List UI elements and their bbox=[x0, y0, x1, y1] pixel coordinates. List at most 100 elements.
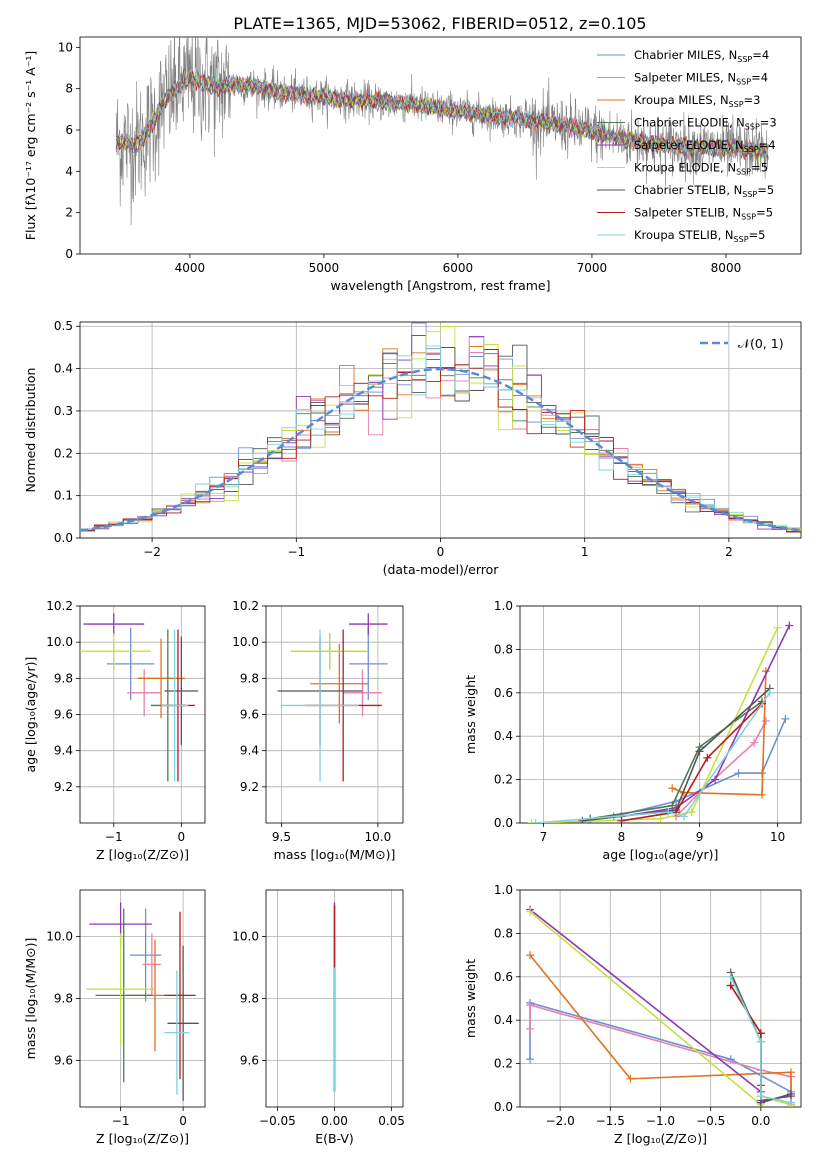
legend-value: =5 bbox=[749, 228, 766, 242]
y-tick-label: 0.0 bbox=[54, 531, 73, 545]
x-tick-label: −1 bbox=[287, 545, 305, 559]
plot-area bbox=[527, 621, 794, 823]
x-tick-label: 8 bbox=[618, 830, 626, 844]
x-tick-label: 10 bbox=[770, 830, 785, 844]
x-axis-label: E(B-V) bbox=[315, 1131, 354, 1146]
x-tick-label: 0 bbox=[179, 1114, 187, 1128]
legend-text: Kroupa MILES, N bbox=[634, 93, 729, 107]
x-axis-label: Z [log₁₀(Z/Z⊙)] bbox=[614, 1131, 707, 1146]
axes-frame bbox=[79, 605, 206, 824]
age-vs-metallicity-panel: −1 0 9.2 9.4 9.6 9.8 10.0 10.2 Z [log₁₀(Z/Z⊙)] ag… bbox=[23, 599, 206, 862]
weight-vs-age-panel: 7 8 9 10 0.0 0.2 0.4 0.6 0.8 1.0 age [log₁₀(age/yr… bbox=[463, 599, 802, 862]
y-axis-label: mass weight bbox=[463, 959, 478, 1038]
weight-marker bbox=[656, 814, 665, 823]
x-tick-label: −0.05 bbox=[259, 1114, 296, 1128]
residual-histogram-panel: −2 −1 0 1 2 0.0 0.1 0.2 0.3 0.4 0.5 (data-model)/er… bbox=[23, 319, 802, 577]
legend-subscript: SSP bbox=[737, 55, 752, 64]
x-axis-label: (data-model)/error bbox=[383, 562, 500, 577]
weight-marker bbox=[679, 812, 688, 821]
weight-series-line bbox=[730, 985, 762, 1103]
y-tick-label: 0.6 bbox=[494, 686, 513, 700]
weight-marker bbox=[664, 808, 673, 817]
weight-marker bbox=[626, 1074, 635, 1083]
legend-text: Chabrier MILES, N bbox=[634, 48, 737, 62]
legend-label: Kroupa STELIB, NSSP=5 bbox=[634, 228, 765, 244]
y-tick-label: 9.8 bbox=[54, 671, 73, 685]
legend-label: Salpeter ELODIE, NSSP=4 bbox=[634, 138, 776, 154]
y-tick-label: 10.2 bbox=[232, 599, 259, 613]
y-tick-label: 10.0 bbox=[46, 930, 73, 944]
weight-marker bbox=[668, 784, 677, 793]
x-axis-label: mass [log₁₀(M/M⊙)] bbox=[274, 847, 396, 862]
y-tick-label: 9.6 bbox=[54, 708, 73, 722]
weight-marker bbox=[526, 1055, 535, 1064]
x-tick-label: −1.5 bbox=[596, 1114, 625, 1128]
y-tick-label: 0.8 bbox=[494, 642, 513, 656]
x-tick-label: 0.0 bbox=[751, 1114, 770, 1128]
gaussian-reference-curve bbox=[80, 367, 801, 532]
y-tick-label: 0.3 bbox=[54, 404, 73, 418]
weight-marker bbox=[756, 1037, 765, 1046]
weight-series-line bbox=[535, 692, 771, 823]
x-axis-label: wavelength [Angstrom, rest frame] bbox=[330, 278, 550, 293]
plot-area bbox=[277, 613, 388, 782]
legend-subscript: SSP bbox=[736, 168, 751, 177]
axes-frame bbox=[79, 36, 802, 255]
x-axis-label: Z [log₁₀(Z/Z⊙)] bbox=[96, 847, 189, 862]
weight-marker bbox=[578, 816, 587, 823]
y-tick-label: 0.5 bbox=[54, 319, 73, 333]
weight-marker bbox=[756, 1029, 765, 1038]
y-tick-label: 0.0 bbox=[494, 816, 513, 830]
y-tick-label: 0.2 bbox=[494, 773, 513, 787]
axes-frame bbox=[519, 605, 802, 824]
y-axis-label: mass [log₁₀(M/M⊙)] bbox=[23, 938, 38, 1060]
weight-marker bbox=[786, 1098, 795, 1107]
figure-title: PLATE=1365, MJD=53062, FIBERID=0512, z=0… bbox=[233, 14, 646, 33]
y-tick-label: 9.4 bbox=[54, 744, 73, 758]
y-tick-label: 0.4 bbox=[494, 729, 513, 743]
weight-marker bbox=[526, 1001, 535, 1010]
spectrum-panel: 4000 5000 6000 7000 8000 0 2 4 6 8 10 wavelength [A… bbox=[23, 36, 802, 293]
y-axis-label: age [log₁₀(age/yr)] bbox=[23, 657, 38, 773]
weight-marker bbox=[703, 753, 712, 762]
y-tick-label: 9.6 bbox=[54, 1054, 73, 1068]
legend-text: Kroupa STELIB, N bbox=[634, 228, 734, 242]
y-tick-label: 9.4 bbox=[240, 744, 259, 758]
weight-marker bbox=[786, 1089, 795, 1098]
y-tick-label: 0.4 bbox=[54, 362, 73, 376]
weight-marker bbox=[786, 1068, 795, 1077]
x-tick-label: 7 bbox=[540, 830, 548, 844]
y-tick-label: 4 bbox=[65, 164, 73, 178]
weight-series-line bbox=[671, 671, 767, 796]
model-spectrum-line bbox=[115, 69, 769, 160]
weight-marker bbox=[726, 981, 735, 990]
y-tick-label: 0.2 bbox=[494, 1057, 513, 1071]
legend-value: =5 bbox=[751, 161, 768, 175]
legend-text: Chabrier ELODIE, N bbox=[634, 116, 745, 130]
weight-series-line bbox=[529, 954, 792, 1105]
x-tick-label: −2.0 bbox=[546, 1114, 575, 1128]
legend-value: =4 bbox=[759, 138, 776, 152]
x-tick-label: 1 bbox=[581, 545, 589, 559]
histogram-series bbox=[80, 336, 801, 531]
y-tick-label: 10.0 bbox=[232, 635, 259, 649]
legend-value: =3 bbox=[760, 116, 777, 130]
x-tick-label: 0 bbox=[437, 545, 445, 559]
x-tick-label: −0.5 bbox=[696, 1114, 725, 1128]
x-axis-label: age [log₁₀(age/yr)] bbox=[603, 847, 719, 862]
model-spectrum-line bbox=[115, 69, 769, 160]
legend-subscript: SSP bbox=[741, 213, 756, 222]
weight-series-line bbox=[675, 720, 767, 818]
y-tick-label: 0.2 bbox=[54, 446, 73, 460]
x-tick-label: 8000 bbox=[711, 261, 742, 275]
weight-marker bbox=[695, 747, 704, 756]
weight-marker bbox=[711, 775, 720, 784]
axes-frame bbox=[519, 889, 802, 1108]
x-tick-label: 9.5 bbox=[272, 830, 291, 844]
x-tick-label: −1 bbox=[112, 1114, 130, 1128]
weight-marker bbox=[761, 717, 770, 726]
y-tick-label: 1.0 bbox=[494, 599, 513, 613]
x-tick-label: 0 bbox=[178, 830, 186, 844]
